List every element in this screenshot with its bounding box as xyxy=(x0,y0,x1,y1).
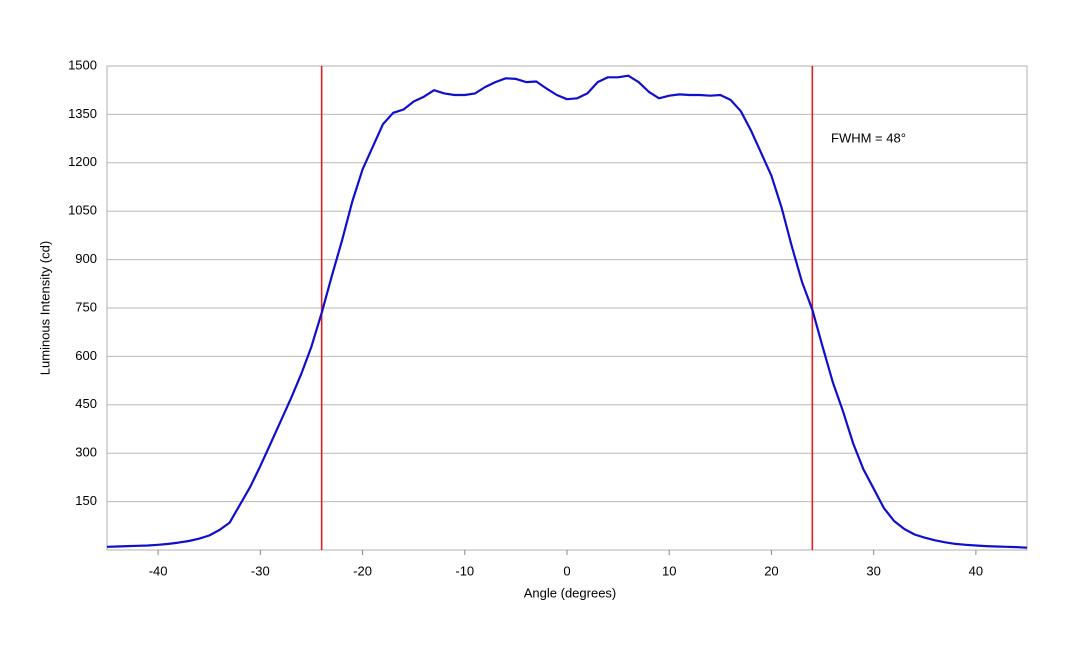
y-tick-label: 300 xyxy=(75,445,97,460)
x-axis-label: Angle (degrees) xyxy=(524,585,617,600)
y-tick-label: 600 xyxy=(75,348,97,363)
annotation: FWHM = 48° xyxy=(831,130,906,145)
y-tick-label: 1350 xyxy=(68,106,97,121)
x-tick-label: -20 xyxy=(353,563,372,578)
x-tick-label: -40 xyxy=(149,563,168,578)
x-tick-label: 10 xyxy=(662,563,676,578)
y-tick-label: 900 xyxy=(75,251,97,266)
y-tick-label: 1050 xyxy=(68,203,97,218)
y-axis-label: Luminous Intensity (cd) xyxy=(37,241,52,375)
y-tick-label: 150 xyxy=(75,493,97,508)
x-tick-label: -10 xyxy=(455,563,474,578)
y-tick-label: 1200 xyxy=(68,154,97,169)
y-tick-label: 1500 xyxy=(68,57,97,72)
x-tick-label: 30 xyxy=(866,563,880,578)
y-tick-label: 750 xyxy=(75,299,97,314)
x-tick-label: -30 xyxy=(251,563,270,578)
data-line xyxy=(106,74,1028,549)
y-tick-label: 450 xyxy=(75,396,97,411)
x-tick-label: 40 xyxy=(969,563,983,578)
x-tick-label: 20 xyxy=(764,563,778,578)
x-tick-label: 0 xyxy=(563,563,570,578)
